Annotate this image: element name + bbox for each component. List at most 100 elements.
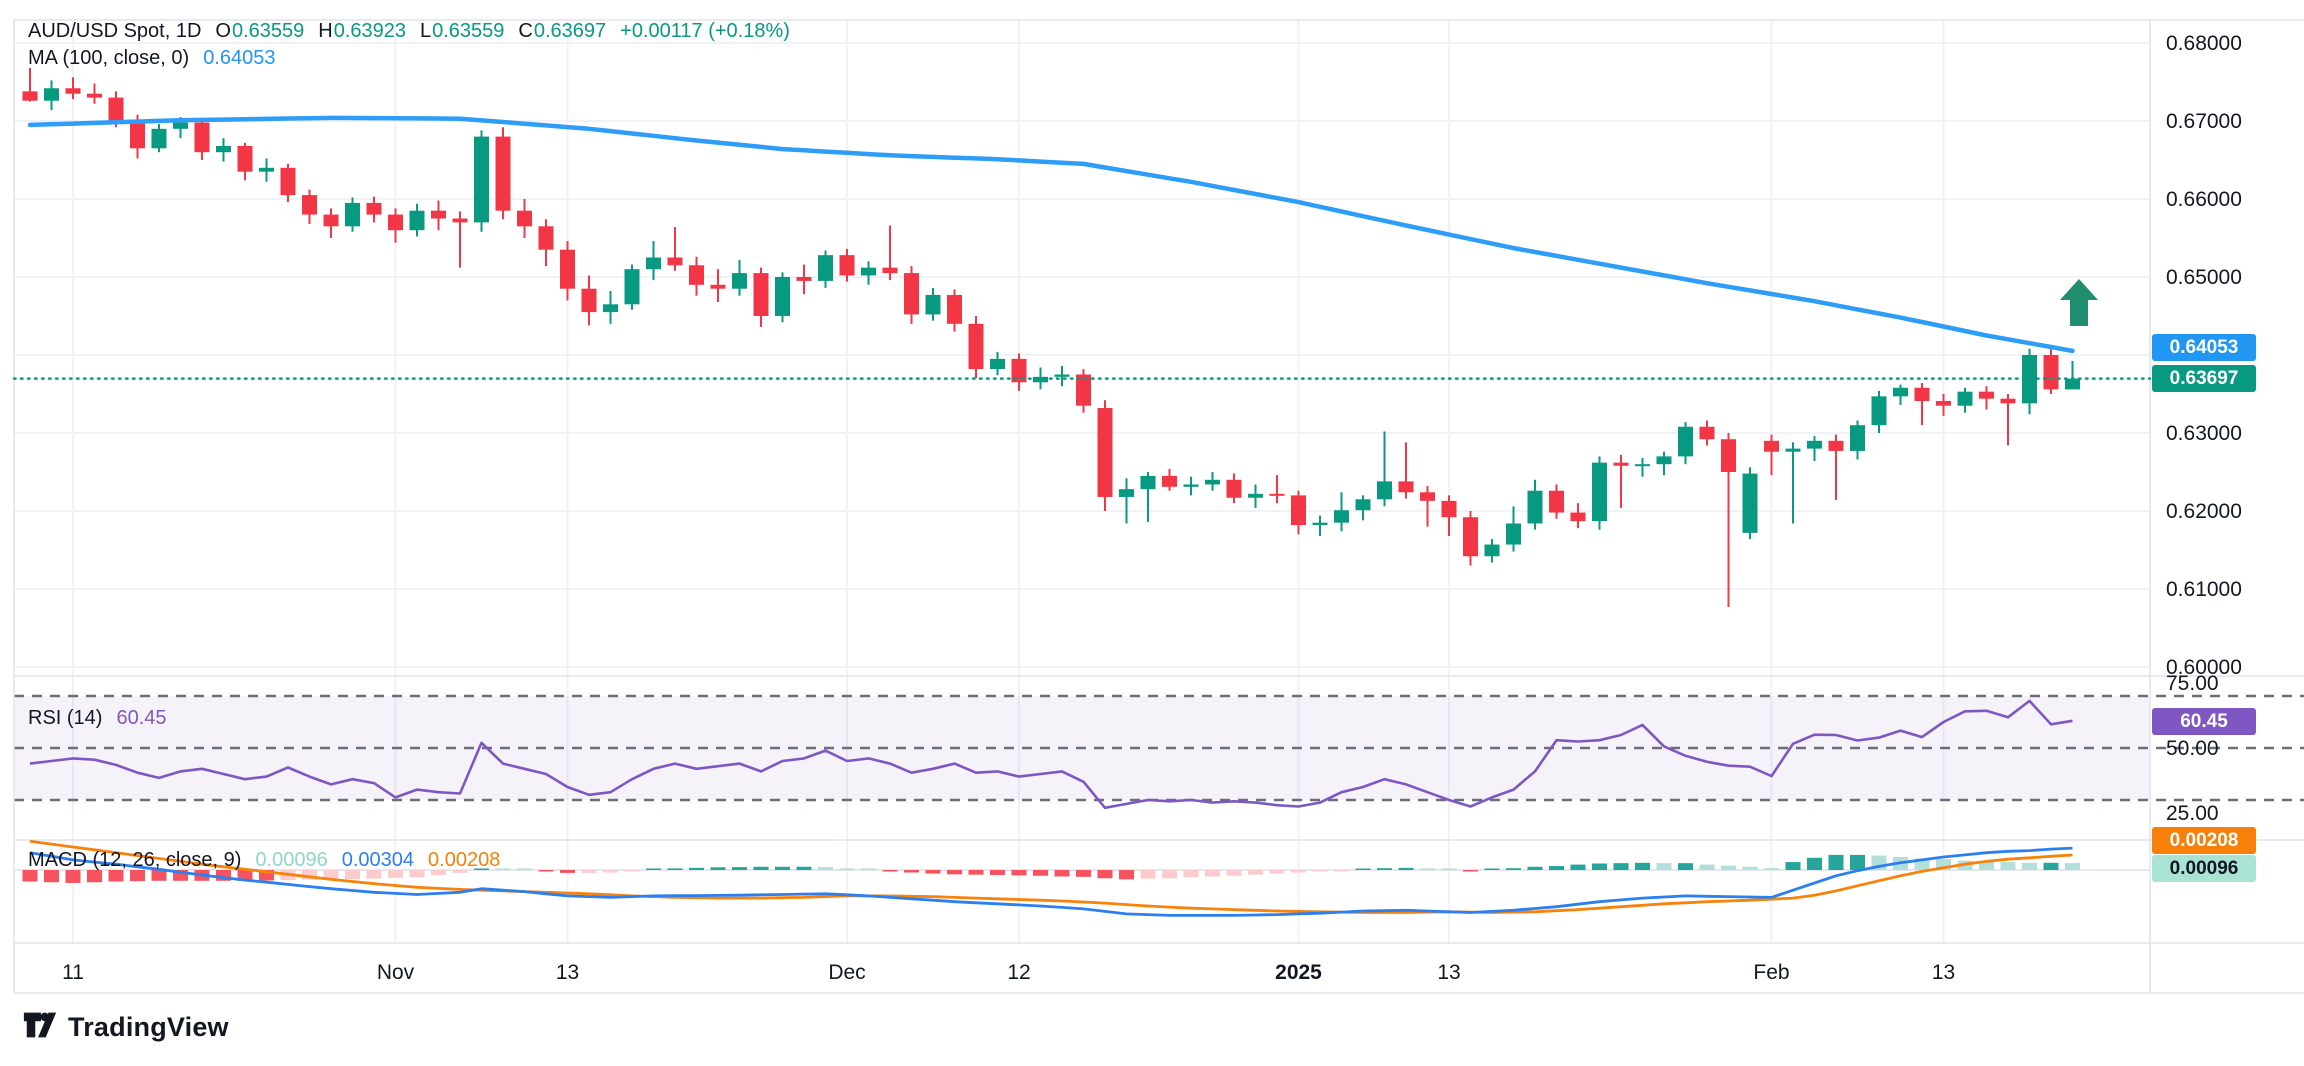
candle-body bbox=[1678, 426, 1693, 457]
hist-bar bbox=[1527, 866, 1543, 870]
candle-body bbox=[775, 277, 790, 316]
candle-body bbox=[108, 97, 124, 121]
candle-body bbox=[280, 167, 296, 196]
rsi-axis-labels[interactable]: 75.00 50.00 25.00 bbox=[2166, 672, 2219, 825]
candle-body bbox=[818, 255, 833, 281]
rsi-tick-label: 25.00 bbox=[2166, 802, 2219, 825]
candle-body bbox=[1936, 401, 1951, 406]
hist-bar bbox=[1226, 870, 1242, 876]
price-tick-label: 0.65000 bbox=[2166, 266, 2242, 289]
rsi-value-badge[interactable]: 60.45 bbox=[2152, 708, 2256, 735]
candle-body bbox=[1592, 462, 1607, 522]
tradingview-logo-text: TradingView bbox=[68, 1012, 229, 1042]
ma100-line[interactable] bbox=[27, 115, 2075, 354]
hist-bar bbox=[710, 867, 726, 870]
hist-bar bbox=[1441, 868, 1457, 870]
candle-body bbox=[925, 294, 941, 315]
hist-bar bbox=[474, 868, 489, 870]
candle-body bbox=[1721, 439, 1736, 472]
hist-bar bbox=[689, 867, 704, 870]
hist-bar bbox=[1269, 870, 1285, 874]
price-axis-labels[interactable]: 0.68000 0.67000 0.66000 0.65000 0.63000 0.620… bbox=[2166, 32, 2242, 679]
candles-layer[interactable] bbox=[22, 67, 2081, 607]
time-axis-labels[interactable]: 11 Nov 13 Dec 12 2025 13 Feb 13 bbox=[62, 961, 1955, 984]
symbol-legend-row[interactable]: AUD/USD Spot, 1D O 0.63559 H 0.63923 L 0.63… bbox=[28, 20, 790, 43]
rsi-legend-row[interactable]: RSI (14) 60.45 bbox=[28, 707, 167, 730]
ma-value: 0.64053 bbox=[203, 47, 276, 69]
candle-body bbox=[882, 267, 898, 274]
hist-bar bbox=[1054, 870, 1070, 877]
hist-bar bbox=[1119, 870, 1134, 880]
hist-bar bbox=[323, 870, 339, 880]
hist-bar bbox=[345, 870, 360, 879]
price-tick-label: 0.67000 bbox=[2166, 110, 2242, 133]
candle-body bbox=[1957, 391, 1973, 406]
macd-signal-value: 0.00208 bbox=[428, 849, 501, 871]
time-tick-label: Feb bbox=[1753, 961, 1789, 984]
rsi-line[interactable] bbox=[29, 699, 2073, 810]
gridlines bbox=[14, 20, 2150, 943]
rsi-value: 60.45 bbox=[116, 707, 167, 729]
macd-hist-badge[interactable]: 0.00096 bbox=[2152, 855, 2256, 882]
hist-bar bbox=[882, 870, 898, 872]
candle-body bbox=[151, 128, 167, 149]
candle-body bbox=[904, 273, 919, 315]
macd-signal-badge[interactable]: 0.00208 bbox=[2152, 827, 2256, 854]
candle-body bbox=[345, 202, 360, 227]
candle-body bbox=[1033, 376, 1048, 383]
hist-bar bbox=[1398, 867, 1414, 870]
hist-bar bbox=[1635, 862, 1650, 870]
hist-bar bbox=[87, 870, 102, 883]
hist-bar bbox=[259, 870, 274, 881]
hist-bar bbox=[1355, 868, 1371, 870]
ma-legend-row[interactable]: MA (100, close, 0) 0.64053 bbox=[28, 47, 275, 70]
candle-body bbox=[1527, 490, 1543, 524]
macd-lines[interactable] bbox=[29, 839, 2073, 917]
tradingview-logo[interactable]: TradingView bbox=[22, 1008, 229, 1047]
candle-body bbox=[1355, 499, 1371, 511]
hist-bar bbox=[1162, 870, 1177, 879]
ma-price-badge[interactable]: 0.64053 bbox=[2152, 334, 2256, 361]
hist-bar bbox=[431, 870, 446, 876]
hist-bar bbox=[538, 870, 554, 872]
macd-legend-row[interactable]: MACD (12, 26, close, 9) 0.00096 0.00304 … bbox=[28, 849, 500, 872]
last-price-badge[interactable]: 0.63697 bbox=[2152, 365, 2256, 392]
candle-body bbox=[581, 288, 597, 313]
hist-bar bbox=[1592, 863, 1607, 870]
candle-body bbox=[474, 136, 489, 223]
hist-bar bbox=[1979, 861, 1994, 870]
candle-body bbox=[452, 218, 468, 223]
candle-body bbox=[1656, 456, 1672, 465]
hist-bar bbox=[861, 868, 876, 870]
candle-body bbox=[1097, 408, 1113, 497]
candle-body bbox=[388, 214, 403, 231]
candle-body bbox=[990, 358, 1005, 370]
hist-bar bbox=[753, 866, 769, 870]
price-tick-label: 0.61000 bbox=[2166, 578, 2242, 601]
symbol-title[interactable]: AUD/USD Spot, 1D bbox=[28, 20, 202, 42]
candle-body bbox=[538, 226, 554, 250]
candle-body bbox=[1828, 440, 1844, 451]
hist-bar bbox=[1549, 866, 1564, 870]
hist-bar bbox=[108, 870, 124, 882]
hist-bar bbox=[1742, 866, 1758, 870]
rsi-name: RSI (14) bbox=[28, 707, 103, 729]
hist-bar bbox=[1011, 870, 1027, 876]
up-arrow-annotation[interactable] bbox=[2060, 279, 2098, 326]
hist-bar bbox=[1914, 858, 1930, 870]
candle-body bbox=[796, 277, 812, 281]
candle-body bbox=[366, 202, 382, 215]
hist-bar bbox=[2043, 862, 2059, 870]
hist-bar bbox=[1764, 868, 1779, 870]
hist-bar bbox=[1570, 864, 1586, 870]
candle-body bbox=[302, 195, 317, 215]
hist-bar bbox=[732, 867, 747, 870]
open-value: O 0.63559 bbox=[215, 20, 305, 42]
tradingview-logo-icon bbox=[22, 1008, 58, 1047]
macd-histogram[interactable] bbox=[22, 854, 2081, 883]
hist-bar bbox=[1721, 865, 1736, 870]
rsi-tick-label: 50.00 bbox=[2166, 737, 2219, 760]
candle-body bbox=[753, 273, 769, 316]
candle-body bbox=[839, 255, 855, 276]
